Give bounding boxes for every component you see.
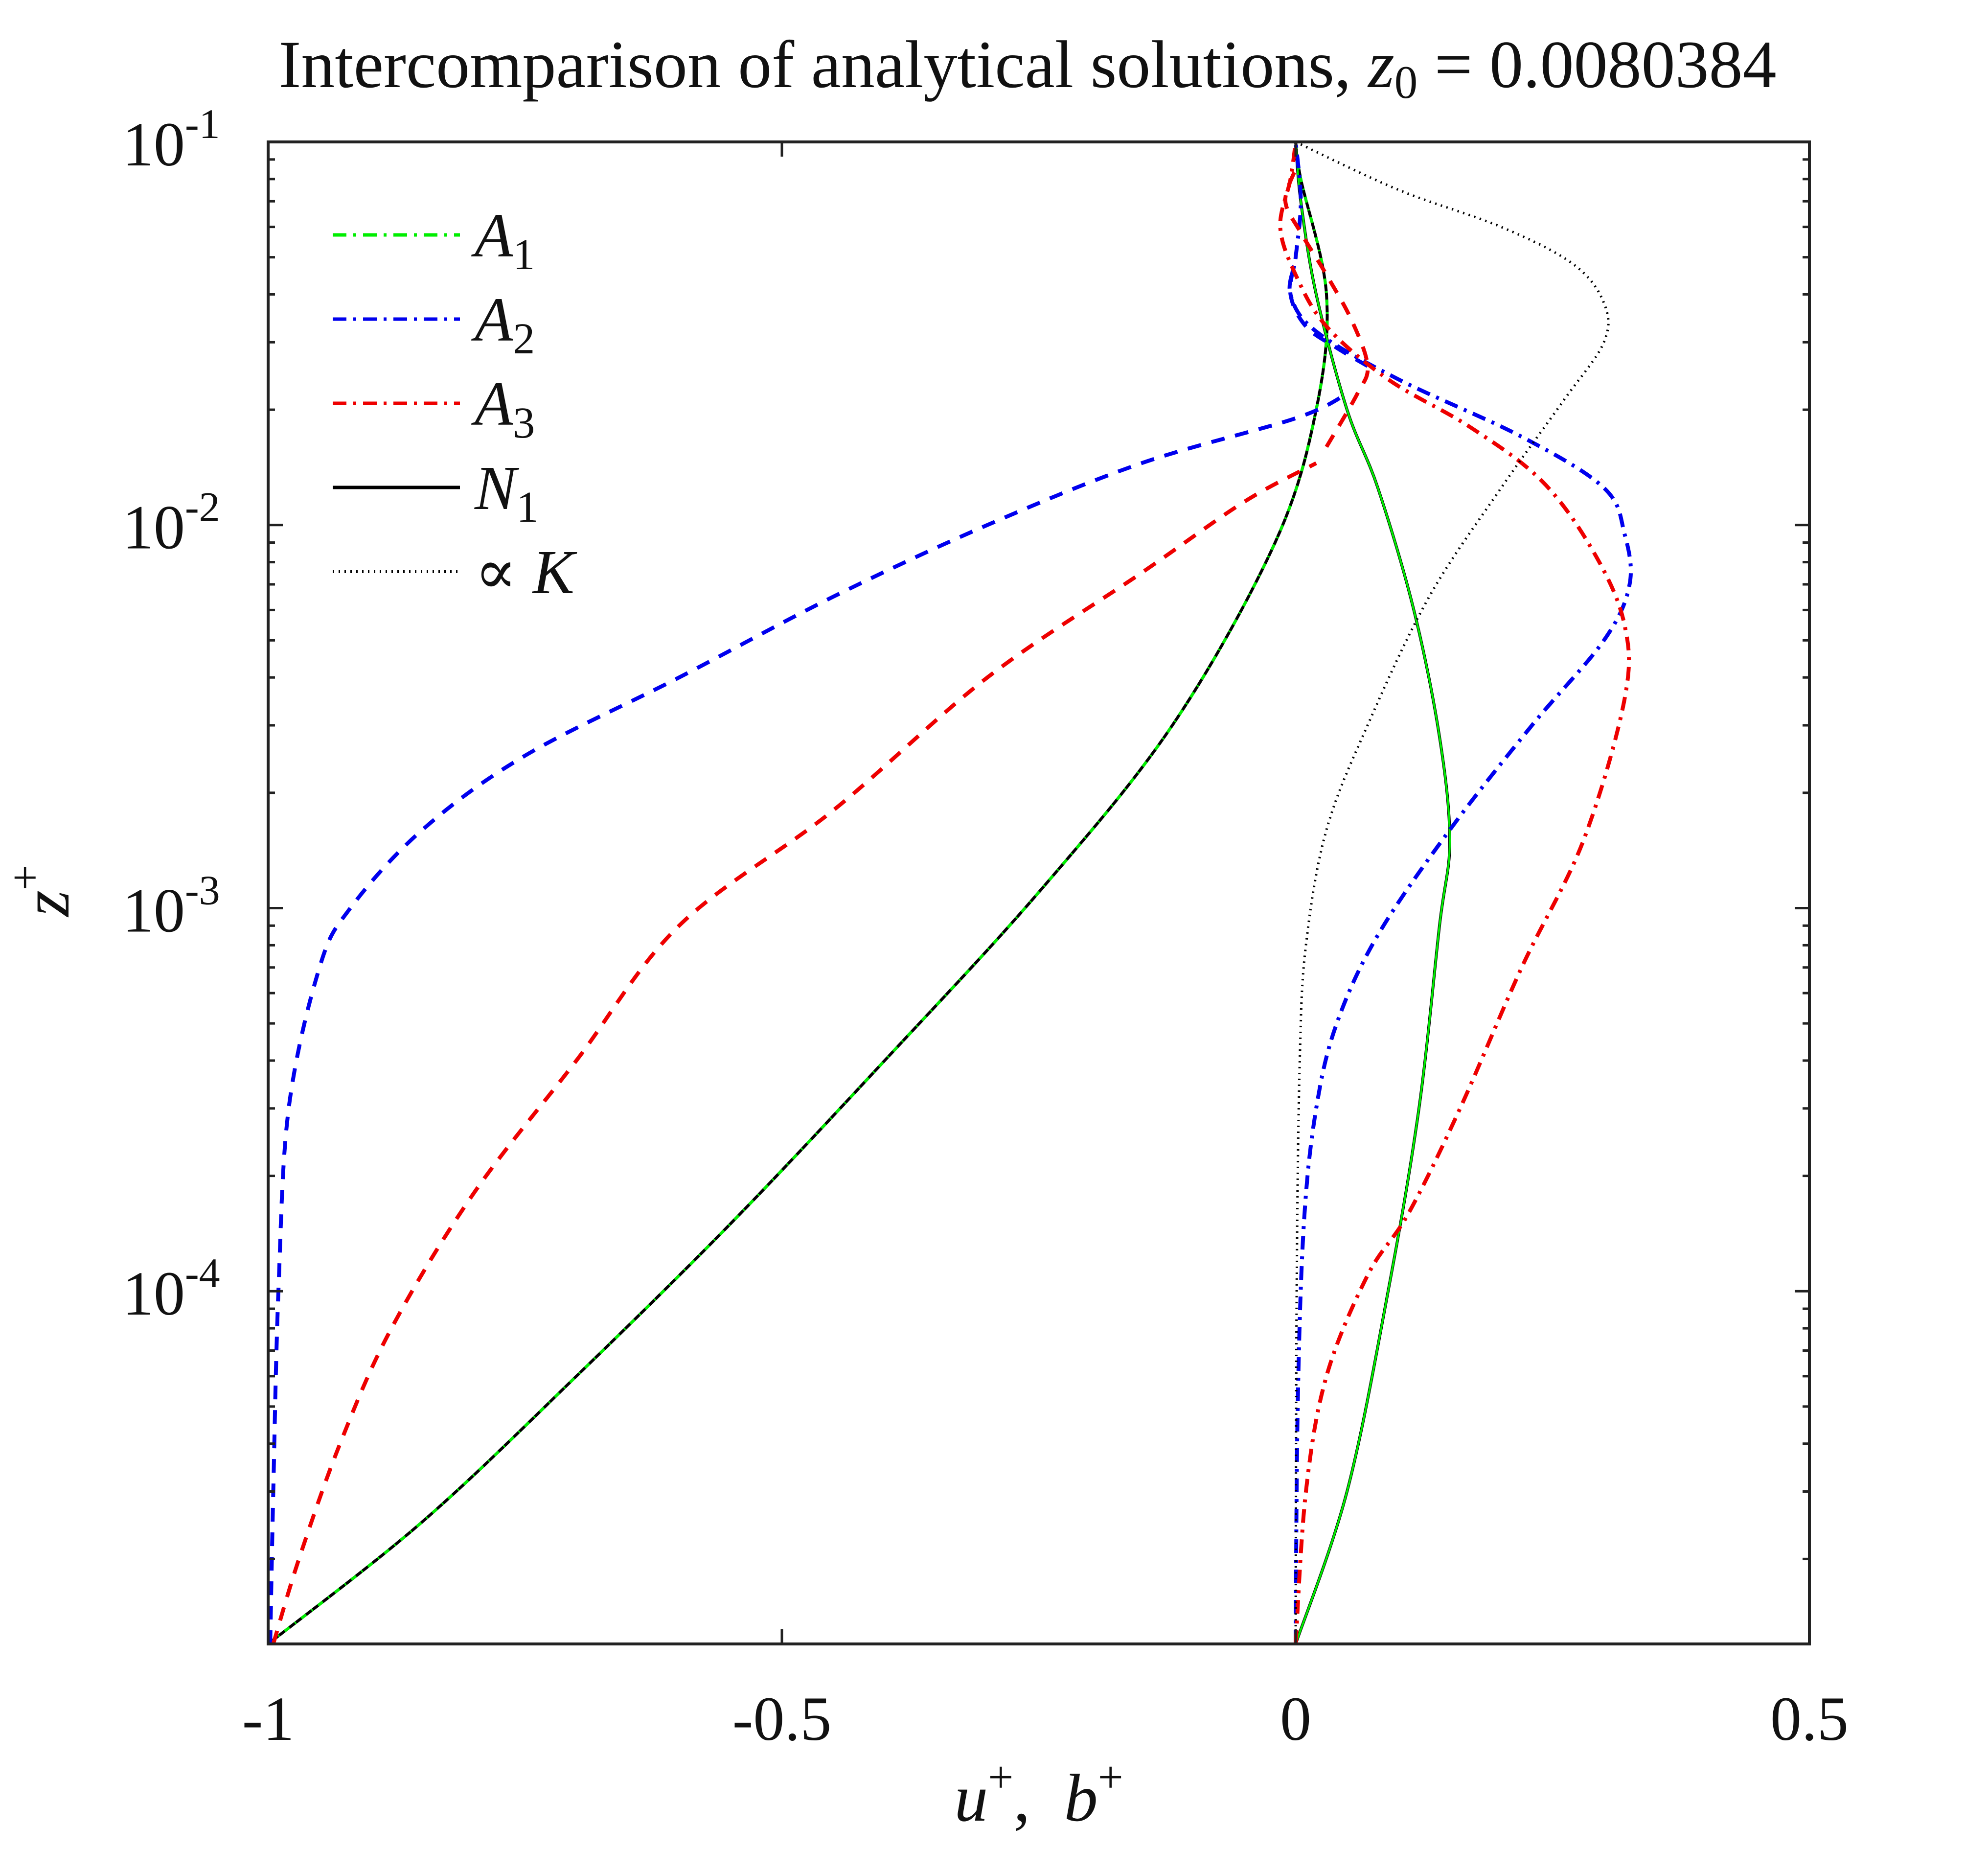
x-axis-label-u-sup: + [988,1752,1013,1802]
series-line-6 [1288,256,1369,368]
series-line-9 [1283,168,1370,448]
chart-title-var: z [1367,27,1394,102]
y-tick-label-1: 10-3 [122,866,220,945]
series-line-3 [268,142,1329,1644]
y-tick-label-0: 10-4 [122,1249,220,1328]
x-axis-label: u+, b+ [954,1752,1123,1835]
tick-labels-layer: -1 -0.5 0 0.5 10-4 10-3 10-2 10-1 [122,100,1849,1754]
x-axis-label-b: b [1064,1760,1098,1835]
ticks-layer [267,140,1811,1644]
x-axis-label-b-sup: + [1098,1752,1123,1802]
chart-title-eq: = 0.0080384 [1417,27,1776,102]
y-tick-label-2: 10-2 [122,484,220,562]
series-line-10 [1278,142,1631,1644]
x-tick-label-3: 0.5 [1770,1684,1849,1754]
legend-label-2: A2 [471,285,535,363]
x-tick-label-0: -1 [242,1684,295,1754]
legend-label-1: A1 [471,201,535,279]
series-line-7 [1287,142,1633,1644]
series-line-8 [271,461,1317,1644]
chart-title-sub: 0 [1394,56,1418,108]
y-tick-label-3: 10-1 [122,100,220,179]
y-axis-label: z+ [0,865,83,918]
legend-label-5: ∝ K [475,537,577,607]
legend-label-4: N1 [474,453,538,532]
x-axis-label-sep: , [1013,1760,1064,1835]
y-axis-label-var: z [8,890,83,918]
series-line-11 [1294,142,1610,1644]
chart-title-text: Intercomparison of analytical solutions, [278,27,1368,102]
x-tick-label-1: -0.5 [732,1684,832,1754]
legend-label-3: A3 [471,369,535,447]
x-tick-label-2: 0 [1280,1684,1311,1754]
x-axis-label-u: u [954,1760,988,1835]
y-axis-label-sup: + [0,865,50,890]
plot-frame [267,140,1811,1645]
chart-title: Intercomparison of analytical solutions,… [278,27,1776,108]
series-line-4 [1295,142,1451,1644]
